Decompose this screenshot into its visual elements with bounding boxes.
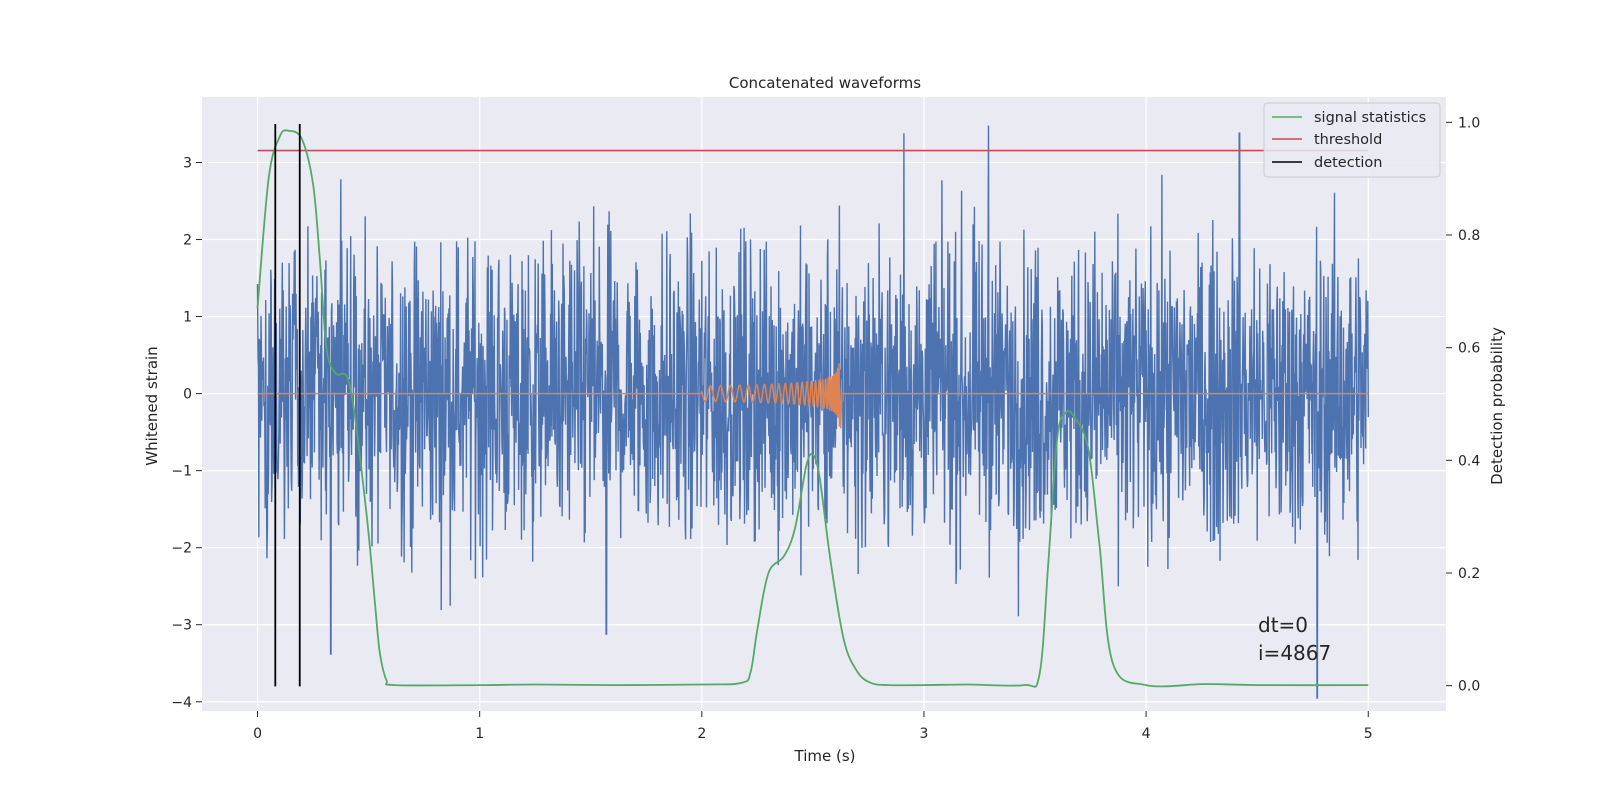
- series-layer: [256, 123, 1370, 699]
- injected-signal-line: [257, 363, 1369, 429]
- y-tick-label-left: −3: [171, 618, 192, 634]
- y-tick-label-left: 1: [183, 310, 192, 326]
- y-tick-label-left: 2: [183, 233, 192, 249]
- annotation-dt: dt=0: [1258, 613, 1308, 637]
- x-ticks: 0 1 2 3 4 5: [253, 711, 1373, 742]
- legend-box: [1263, 102, 1441, 178]
- y-tick-label-left: 0: [183, 387, 192, 403]
- legend-label-threshold: threshold: [1314, 132, 1382, 148]
- legend-label-signal-statistics: signal statistics: [1314, 110, 1426, 126]
- x-tick-label: 1: [475, 726, 484, 742]
- y-tick-label-right: 0.8: [1458, 228, 1480, 244]
- y-ticks-right: 0.0 0.2 0.4 0.6 0.8 1.0: [1446, 115, 1480, 695]
- y-tick-label-left: −1: [171, 464, 192, 480]
- x-axis-label: Time (s): [794, 747, 856, 765]
- y-ticks-left: −4 −3 −2 −1 0 1 2 3: [171, 155, 202, 711]
- plot-area: [202, 97, 1446, 711]
- signal-statistics-line: [256, 129, 1369, 688]
- y-axis-label-left: Whitened strain: [143, 346, 161, 465]
- y-tick-label-right: 0.0: [1458, 679, 1480, 695]
- y-tick-label-left: −4: [171, 695, 192, 711]
- x-tick-label: 2: [697, 726, 706, 742]
- chart-title: Concatenated waveforms: [729, 74, 921, 92]
- y-tick-label-right: 0.2: [1458, 566, 1480, 582]
- legend: signal statistics threshold detection: [1263, 102, 1441, 178]
- y-tick-label-right: 1.0: [1458, 115, 1480, 131]
- x-tick-label: 0: [253, 726, 262, 742]
- x-tick-label: 4: [1142, 726, 1151, 742]
- x-tick-label: 3: [920, 726, 929, 742]
- y-tick-label-left: 3: [183, 155, 192, 171]
- legend-label-detection: detection: [1314, 155, 1382, 171]
- annotation-index: i=4867: [1258, 641, 1331, 665]
- x-tick-label: 5: [1364, 726, 1373, 742]
- y-tick-label-right: 0.6: [1458, 341, 1480, 357]
- y-tick-label-left: −2: [171, 541, 192, 557]
- y-tick-label-right: 0.4: [1458, 453, 1480, 469]
- y-axis-label-right: Detection probability: [1488, 327, 1506, 485]
